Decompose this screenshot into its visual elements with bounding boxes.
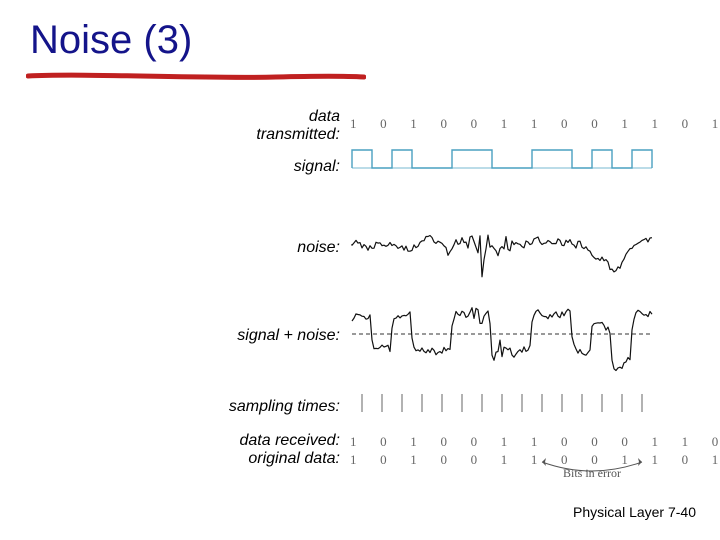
label-original-data: original data: xyxy=(248,450,340,468)
label-data-transmitted: datatransmitted: xyxy=(256,108,340,143)
title-underline xyxy=(26,72,366,82)
label-signal: signal: xyxy=(294,158,340,176)
svg-text:Bits in error: Bits in error xyxy=(563,466,621,480)
diagram-area: Bits in error xyxy=(346,112,676,482)
page-title: Noise (3) xyxy=(30,18,192,63)
label-noise: noise: xyxy=(297,239,340,257)
label-signal-plus-noise: signal + noise: xyxy=(237,327,340,345)
label-data-received: data received: xyxy=(239,432,340,450)
slide-footer: Physical Layer 7-40 xyxy=(573,504,696,520)
label-sampling-times: sampling times: xyxy=(229,398,340,416)
